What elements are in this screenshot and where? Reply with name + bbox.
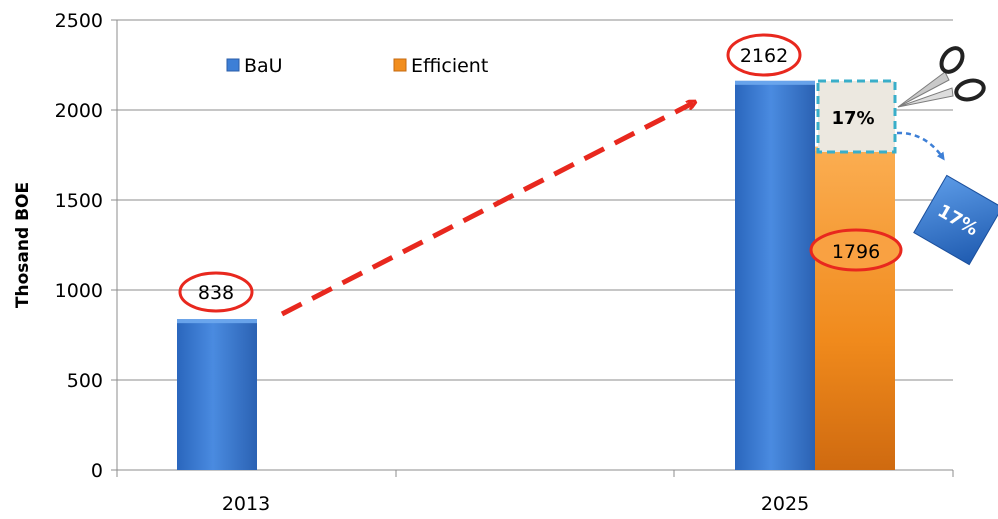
bar-top-highlight [735,80,815,85]
bar-efficient-2025 [815,146,895,470]
trend-arrow [280,103,693,317]
scissors-icon [897,46,986,108]
legend-swatch-efficient [393,58,407,72]
reduction-label: 17% [831,108,874,129]
data-label-2025-efficient: 1796 [809,228,903,272]
y-tick-label: 2000 [55,100,103,122]
y-axis-label: Thosand BOE [13,182,33,308]
y-tick-label: 1000 [55,280,103,302]
removed-tile-shape [913,174,998,266]
x-tick-label: 2025 [761,493,809,515]
removed-tile: 17% [913,174,998,266]
x-axis-ticks: 2013 2025 [116,470,954,515]
y-tick-label: 2500 [55,10,103,32]
data-label-text: 1796 [832,241,880,263]
data-label-text: 838 [198,282,234,304]
y-tick-label: 1500 [55,190,103,212]
reduction-box: 17% [816,79,897,154]
reduction-box-frame [816,79,897,154]
data-label-circle [809,228,903,272]
bar-bau-2025 [735,80,815,470]
y-tick-label: 500 [67,370,103,392]
bar-top-highlight [177,319,257,324]
legend-label-bau: BaU [244,55,283,77]
y-tick-label: 0 [91,460,103,482]
x-tick-label: 2013 [222,493,270,515]
bar-bau-2013 [177,319,257,470]
legend-label-efficient: Efficient [411,55,488,77]
data-label-circle [178,271,254,313]
data-label-2013-bau: 838 [178,271,254,313]
data-label-circle [726,33,802,77]
reduction-arrow [896,131,945,161]
data-label-text: 2162 [740,45,788,67]
legend-swatch-bau [226,58,240,72]
y-axis-ticks: 0 500 1000 1500 2000 2500 [55,10,117,482]
data-label-2025-bau: 2162 [726,33,802,77]
legend: BaU Efficient [226,55,488,77]
bars [177,80,895,470]
